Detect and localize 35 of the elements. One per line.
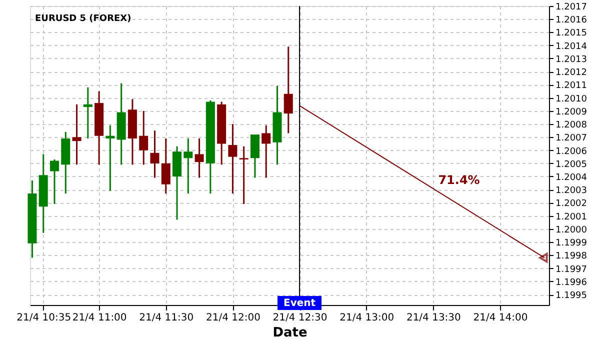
y-tick-label: 1.2008 [556, 120, 588, 131]
y-tick-label: 1.2009 [556, 107, 588, 118]
x-tick-label: 21/4 13:30 [406, 312, 461, 324]
x-tick-label: 21/4 14:00 [473, 312, 528, 324]
x-tick-label: 21/4 10:35 [16, 312, 72, 324]
y-tick-label: 1.2016 [556, 16, 588, 26]
y-tick-label: 1.2007 [556, 134, 587, 144]
y-tick-label: 1.2014 [556, 42, 588, 52]
y-tick-label: 1.2013 [556, 54, 587, 65]
y-tick-label: 1.2004 [556, 172, 588, 183]
y-tick-label: 1.1997 [556, 264, 587, 275]
text: EURUSD 5 (FOREX) [35, 14, 132, 24]
y-tick-label: 1.1998 [556, 252, 588, 262]
y-tick-label: 1.2011 [556, 81, 587, 92]
x-tick-label: 21/4 11:00 [72, 312, 127, 324]
y-tick-label: 1.1996 [556, 278, 588, 288]
y-tick-label: 1.1999 [556, 238, 588, 249]
x-axis-title: Date [272, 326, 308, 340]
y-tick-label: 1.2006 [556, 146, 588, 157]
y-tick-label: 1.2003 [556, 186, 587, 196]
y-tick-label: 1.2017 [556, 2, 587, 12]
y-tick-label: 1.2010 [556, 94, 588, 104]
x-tick-label: 21/4 13:00 [340, 312, 394, 324]
annotation: 71.4% [438, 173, 480, 187]
y-tick-label: 1.2005 [556, 160, 587, 170]
y-tick-label: 1.2000 [556, 225, 588, 236]
y-tick-label: 1.2015 [556, 28, 587, 39]
x-tick-label: 21/4 12:30 [272, 312, 328, 324]
x-tick-label: 21/4 12:00 [206, 312, 260, 324]
x-tick-label: 21/4 11:30 [139, 312, 194, 324]
y-tick-label: 1.2002 [556, 199, 587, 210]
y-tick-label: 1.1995 [556, 291, 587, 302]
ref-line-label: Event [284, 298, 316, 309]
y-tick-label: 1.2012 [556, 68, 587, 78]
y-tick-label: 1.2001 [556, 212, 587, 222]
